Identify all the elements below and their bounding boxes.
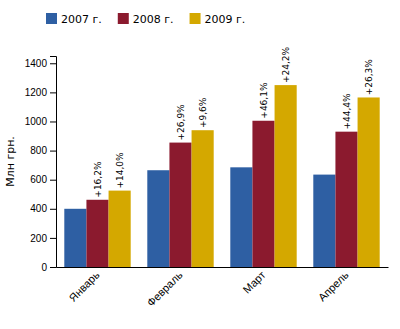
bar xyxy=(275,85,297,267)
bar xyxy=(335,132,357,267)
y-tick-mark xyxy=(50,121,56,122)
annotation: +24,2% xyxy=(281,46,291,83)
bar xyxy=(64,209,86,267)
y-tick-mark xyxy=(50,267,56,268)
x-tick: Январь xyxy=(66,268,101,303)
legend-item: 2009 г. xyxy=(190,13,246,26)
bar xyxy=(192,130,214,267)
x-tick: Март xyxy=(241,269,268,296)
y-tick-label: 0 xyxy=(41,262,47,273)
annotation: +46,1% xyxy=(259,82,269,119)
x-tick: Февраль xyxy=(145,268,185,308)
legend-item: 2007 г. xyxy=(46,13,102,26)
annotation: +14,0% xyxy=(115,152,125,189)
x-tick-label: Январь xyxy=(66,268,101,303)
legend-label: 2008 г. xyxy=(133,13,174,26)
y-tick: 400 xyxy=(30,203,56,214)
y-tick: 1400 xyxy=(25,58,56,69)
x-tick: Апрель xyxy=(316,268,351,303)
annotation: +9,6% xyxy=(198,97,208,128)
bar xyxy=(86,200,108,267)
y-tick-mark xyxy=(50,209,56,210)
x-axis: Январь Февраль Март Апрель xyxy=(57,268,389,309)
y-tick: 1200 xyxy=(25,87,56,98)
bars xyxy=(64,85,379,267)
y-tick-mark xyxy=(50,92,56,93)
bar xyxy=(313,175,335,267)
annotation: +26,9% xyxy=(176,104,186,141)
legend-swatch xyxy=(46,13,57,24)
bar xyxy=(147,170,169,267)
chart: 0 200 400 600 800 1000 1200 1400 Январь Февраль Ма… xyxy=(0,0,400,329)
y-tick-mark xyxy=(50,63,56,64)
y-tick-mark xyxy=(50,151,56,152)
y-tick: 1000 xyxy=(25,116,56,127)
y-axis-title: Млн грн. xyxy=(4,136,17,187)
legend-label: 2009 г. xyxy=(205,13,246,26)
y-tick-label: 600 xyxy=(30,174,47,185)
bar xyxy=(358,97,380,267)
plot: 0 200 400 600 800 1000 1200 1400 Январь Февраль Ма… xyxy=(4,46,389,308)
y-tick-label: 1400 xyxy=(25,58,48,69)
y-tick-mark xyxy=(50,180,56,181)
bar-series xyxy=(86,121,357,267)
y-tick: 0 xyxy=(41,262,56,273)
y-tick-label: 1000 xyxy=(25,116,48,127)
bar-series xyxy=(109,85,380,267)
x-tick-label: Март xyxy=(241,269,268,296)
y-tick: 600 xyxy=(30,174,56,185)
annotation: +26,3% xyxy=(364,59,374,96)
annotations: +16,2% +26,9% +46,1% +44,4% +14,0% +9,6% +24,2… xyxy=(93,46,374,197)
y-tick-label: 1200 xyxy=(25,87,48,98)
annotation: +44,4% xyxy=(342,93,352,130)
legend-swatch xyxy=(190,13,201,24)
legend-item: 2008 г. xyxy=(118,13,174,26)
y-axis: 0 200 400 600 800 1000 1200 1400 xyxy=(25,57,57,273)
bar xyxy=(230,167,252,267)
y-tick-label: 200 xyxy=(30,233,47,244)
x-tick-label: Апрель xyxy=(316,268,351,303)
y-tick: 800 xyxy=(30,145,56,156)
y-tick-label: 400 xyxy=(30,203,47,214)
x-tick-label: Февраль xyxy=(145,268,185,308)
legend-swatch xyxy=(118,13,129,24)
chart-container: 0 200 400 600 800 1000 1200 1400 Январь Февраль Ма… xyxy=(0,0,400,329)
y-axis-line xyxy=(50,57,57,268)
legend: 2007 г. 2008 г. 2009 г. xyxy=(46,13,245,26)
x-axis-line xyxy=(57,267,389,268)
y-tick: 200 xyxy=(30,233,56,244)
bar xyxy=(109,191,131,267)
bar xyxy=(252,121,274,267)
y-tick-mark xyxy=(50,238,56,239)
annotation: +16,2% xyxy=(93,161,103,198)
y-tick-label: 800 xyxy=(30,145,47,156)
legend-label: 2007 г. xyxy=(61,13,102,26)
bar xyxy=(169,143,191,267)
